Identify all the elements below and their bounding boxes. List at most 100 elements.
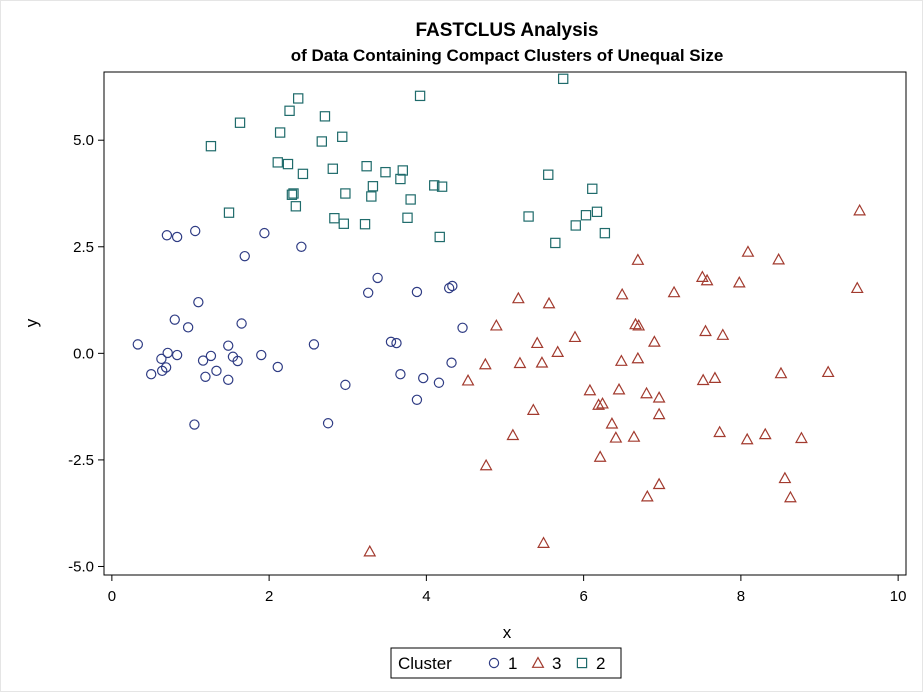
data-point	[274, 127, 286, 138]
data-point	[411, 286, 423, 298]
data-point	[405, 194, 416, 205]
data-point	[286, 189, 298, 200]
x-tick-label: 2	[265, 588, 273, 605]
data-point	[627, 430, 641, 442]
legend-marker-3	[531, 656, 545, 668]
data-point	[570, 220, 581, 231]
data-point	[716, 328, 730, 340]
data-point	[256, 349, 267, 361]
data-point	[156, 353, 167, 365]
data-point	[193, 296, 204, 308]
data-point	[591, 206, 603, 218]
data-point	[205, 140, 217, 152]
data-point	[200, 371, 211, 382]
data-point	[189, 419, 200, 430]
data-point	[366, 191, 377, 202]
plot-area	[103, 71, 907, 576]
data-point	[211, 365, 222, 377]
legend-title: Cluster	[398, 654, 452, 673]
data-point	[236, 318, 247, 329]
data-point	[580, 210, 592, 221]
legend-marker-1	[488, 657, 500, 669]
series-3	[363, 203, 867, 557]
x-tick-label: 4	[422, 588, 430, 605]
data-point	[272, 361, 283, 373]
data-point	[205, 350, 217, 362]
data-point	[853, 203, 867, 216]
data-point	[700, 273, 714, 286]
data-point	[395, 369, 406, 380]
data-point	[695, 270, 709, 282]
data-point	[436, 181, 448, 192]
data-point	[385, 336, 397, 348]
data-point	[568, 330, 582, 343]
data-point	[542, 296, 556, 309]
data-point	[161, 230, 173, 241]
data-point	[593, 450, 607, 462]
data-point	[612, 382, 626, 395]
data-point	[434, 231, 445, 243]
data-point	[557, 73, 569, 85]
data-point	[530, 336, 544, 349]
data-point	[631, 351, 645, 364]
x-tick-label: 8	[737, 588, 745, 605]
data-point	[433, 377, 445, 388]
data-point	[223, 374, 234, 385]
data-point	[223, 207, 235, 218]
data-point	[296, 241, 307, 252]
data-point	[696, 373, 710, 386]
data-point	[380, 166, 391, 178]
data-point	[489, 318, 503, 331]
legend-entry-1: 1	[508, 654, 517, 673]
data-point	[327, 163, 339, 174]
legend-marker-2	[576, 657, 588, 669]
data-point	[758, 427, 772, 440]
data-point	[197, 355, 209, 366]
y-tick-label: 5.0	[73, 132, 94, 149]
data-point	[340, 188, 351, 199]
data-point	[605, 417, 619, 429]
y-axis: -5.0 -2.5 0.0 2.5 5.0	[68, 132, 104, 575]
data-point	[652, 407, 666, 420]
legend-entry-2: 2	[596, 654, 605, 673]
series-1	[132, 225, 468, 430]
legend-entry-3: 3	[552, 654, 561, 673]
data-point	[795, 431, 808, 444]
data-point	[543, 169, 554, 180]
data-point	[169, 314, 180, 325]
data-point	[513, 356, 527, 369]
data-point	[740, 432, 754, 445]
data-points	[132, 73, 867, 557]
data-point	[337, 131, 348, 142]
data-point	[535, 356, 549, 368]
data-point	[239, 250, 250, 262]
data-point	[272, 157, 283, 168]
data-point	[614, 354, 628, 366]
data-point	[699, 324, 712, 337]
data-point	[631, 253, 645, 265]
data-point	[259, 227, 270, 239]
data-point	[391, 337, 402, 349]
data-point	[160, 362, 172, 373]
data-point	[322, 418, 334, 429]
data-point	[171, 349, 183, 361]
data-point	[293, 93, 304, 104]
data-point	[361, 161, 372, 172]
data-point	[397, 165, 408, 176]
data-point	[478, 357, 492, 370]
data-point	[526, 403, 540, 415]
data-point	[587, 183, 598, 194]
data-point	[850, 281, 864, 294]
data-point	[632, 318, 646, 331]
data-point	[316, 136, 327, 147]
data-point	[457, 322, 468, 333]
data-point	[232, 355, 243, 367]
data-point	[537, 536, 550, 548]
data-point	[367, 181, 379, 192]
y-tick-label: -2.5	[68, 452, 94, 469]
data-point	[640, 489, 654, 502]
data-point	[479, 458, 493, 471]
